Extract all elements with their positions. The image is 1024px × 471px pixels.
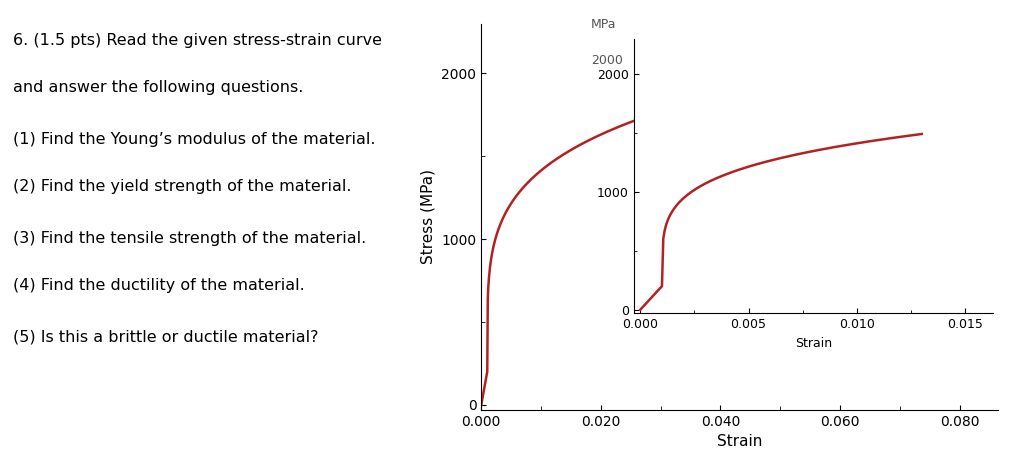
Text: (2) Find the yield strength of the material.: (2) Find the yield strength of the mater…: [13, 179, 351, 194]
Text: (4) Find the ductility of the material.: (4) Find the ductility of the material.: [13, 278, 305, 293]
Y-axis label: Stress (MPa): Stress (MPa): [421, 169, 436, 264]
Text: (5) Is this a brittle or ductile material?: (5) Is this a brittle or ductile materia…: [13, 330, 318, 345]
Text: (3) Find the tensile strength of the material.: (3) Find the tensile strength of the mat…: [13, 231, 367, 246]
Text: and answer the following questions.: and answer the following questions.: [13, 80, 303, 95]
X-axis label: Strain: Strain: [717, 434, 763, 449]
Text: 6. (1.5 pts) Read the given stress-strain curve: 6. (1.5 pts) Read the given stress-strai…: [13, 33, 382, 48]
Text: (1) Find the Young’s modulus of the material.: (1) Find the Young’s modulus of the mate…: [13, 132, 376, 147]
